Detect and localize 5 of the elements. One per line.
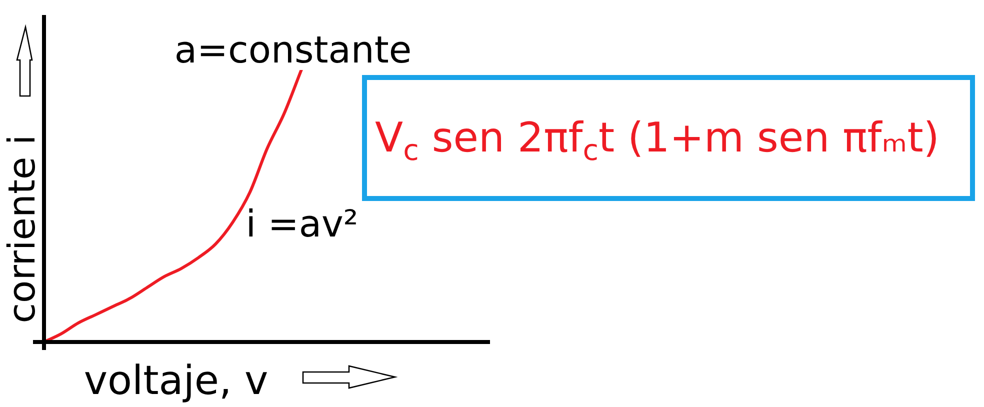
annotation: i =av² <box>246 202 358 246</box>
annotation: V$_{c}$ sen 2πf$_{c}$t (1+m sen πfₘt) <box>375 114 940 168</box>
y-axis-title: corriente i <box>0 134 44 324</box>
annotation: a=constante <box>174 28 412 72</box>
x-axis-title: voltaje, v <box>84 358 268 404</box>
